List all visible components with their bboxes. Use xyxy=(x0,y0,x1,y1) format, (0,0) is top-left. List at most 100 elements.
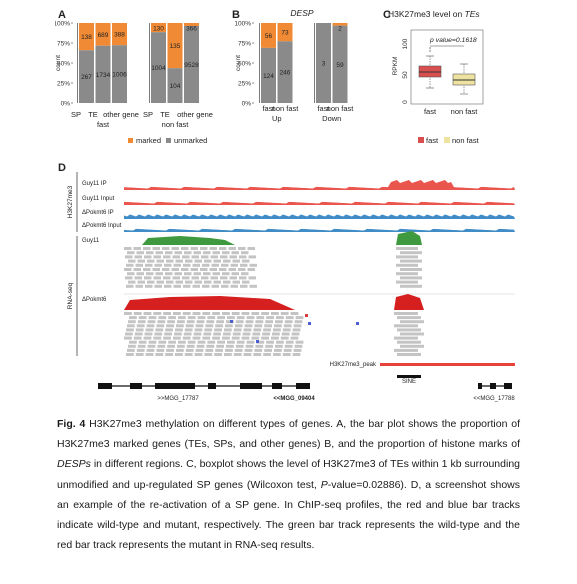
rna-read xyxy=(272,332,280,336)
rna-read xyxy=(227,316,235,320)
rna-read xyxy=(185,348,194,352)
rna-read xyxy=(171,247,179,250)
value-label-unmarked: 267 xyxy=(81,74,92,81)
rna-read xyxy=(129,340,137,344)
rna-read xyxy=(166,324,174,328)
rna-read xyxy=(162,268,170,271)
rna-read xyxy=(164,284,172,288)
rna-read xyxy=(274,324,282,328)
value-label-unmarked: 1004 xyxy=(151,65,166,72)
rna-read xyxy=(146,272,154,276)
rna-read xyxy=(232,280,240,284)
rna-read xyxy=(242,280,250,284)
rna-read xyxy=(219,268,227,271)
chip-group-label: H3K27me3 xyxy=(67,185,74,218)
rna-read xyxy=(202,312,211,315)
rna-read xyxy=(127,251,135,255)
rna-read xyxy=(173,263,181,267)
rna-read xyxy=(155,328,164,332)
rna-read xyxy=(165,251,173,255)
rna-read xyxy=(251,312,260,315)
rna-group-label: RNA-seq xyxy=(67,282,74,309)
rna-read xyxy=(222,312,230,315)
rna-read xyxy=(153,336,162,340)
rna-read xyxy=(174,332,182,336)
rna-read xyxy=(202,284,210,288)
rna-read xyxy=(281,332,290,336)
rna-read xyxy=(242,259,250,263)
y-tick-label: 50 xyxy=(402,71,409,79)
gene-exon xyxy=(130,383,142,389)
rna-read xyxy=(282,328,291,332)
rna-mut-label: ΔPokmt6 xyxy=(82,297,107,303)
rna-read xyxy=(243,353,252,356)
rna-read xyxy=(224,353,232,356)
chart-title: H3K27me3 level on TEs xyxy=(388,9,480,19)
rna-read xyxy=(125,255,133,259)
rna-read xyxy=(183,284,191,288)
value-label-unmarked: 1006 xyxy=(112,72,127,79)
panel-d-browser: H3K27me3 RNA-seq Guy11 IP Guy11 Input ΔPokmt… xyxy=(67,172,515,402)
rna-read-peak xyxy=(396,247,418,250)
rna-read xyxy=(275,344,283,348)
rna-read-peak xyxy=(396,263,418,267)
rna-read xyxy=(284,344,293,348)
rna-read xyxy=(231,272,239,276)
bar-marked xyxy=(184,23,199,26)
rna-read xyxy=(126,263,134,267)
bar-marked xyxy=(112,23,127,46)
bar-marked xyxy=(332,23,348,26)
rna-read xyxy=(155,353,164,356)
rna-read xyxy=(225,348,233,352)
rna-read-peak xyxy=(400,344,424,348)
read-mismatch-mark xyxy=(256,340,259,343)
rna-read xyxy=(185,324,194,328)
gene-label: <<MGG_17788 xyxy=(473,396,515,402)
rna-read xyxy=(194,259,202,263)
bar-unmarked xyxy=(167,68,183,103)
rna-read xyxy=(185,280,193,284)
rna-read xyxy=(183,332,192,336)
rna-read xyxy=(156,259,164,263)
rna-read xyxy=(166,348,174,352)
category-label: other gene xyxy=(103,110,139,119)
rna-read xyxy=(212,312,220,315)
panel-c-letter: C xyxy=(383,9,391,21)
rna-read xyxy=(148,316,157,320)
rna-read xyxy=(165,328,173,332)
rna-read xyxy=(135,328,144,332)
rna-read xyxy=(212,272,220,276)
rna-read xyxy=(196,344,205,348)
rna-read xyxy=(166,259,174,263)
value-label-unmarked: 9528 xyxy=(184,62,199,69)
rna-read xyxy=(187,340,196,344)
rna-read xyxy=(206,320,215,324)
rna-read xyxy=(255,320,264,324)
rna-read xyxy=(251,336,260,340)
rna-read-peak xyxy=(396,255,418,259)
rna-read xyxy=(173,336,181,340)
rna-read xyxy=(294,344,303,348)
rna-read xyxy=(128,320,136,324)
rna-read xyxy=(273,353,281,356)
rna-read xyxy=(184,328,193,332)
rna-read xyxy=(209,268,217,271)
rna-read xyxy=(133,268,141,271)
rna-read xyxy=(158,340,167,344)
figure-caption: Fig. 4 H3K27me3 methylation on different… xyxy=(57,414,520,555)
rna-read xyxy=(266,340,274,344)
rna-read xyxy=(240,263,248,267)
category-label: fast xyxy=(317,104,330,113)
value-label-unmarked: 246 xyxy=(280,70,291,77)
rna-read xyxy=(178,340,186,344)
gene-exon xyxy=(478,383,482,389)
rna-read xyxy=(175,259,183,263)
bar-unmarked xyxy=(277,41,293,103)
rna-read xyxy=(254,348,263,352)
rna-read xyxy=(224,328,232,332)
rna-read xyxy=(284,320,293,324)
rna-read xyxy=(234,324,243,328)
bar-unmarked xyxy=(151,32,166,103)
panel-b-chart: DESP 100% 75% 50% 25% 0% count 56 124 fast 73 246 no… xyxy=(234,8,354,123)
rna-read xyxy=(239,255,247,259)
